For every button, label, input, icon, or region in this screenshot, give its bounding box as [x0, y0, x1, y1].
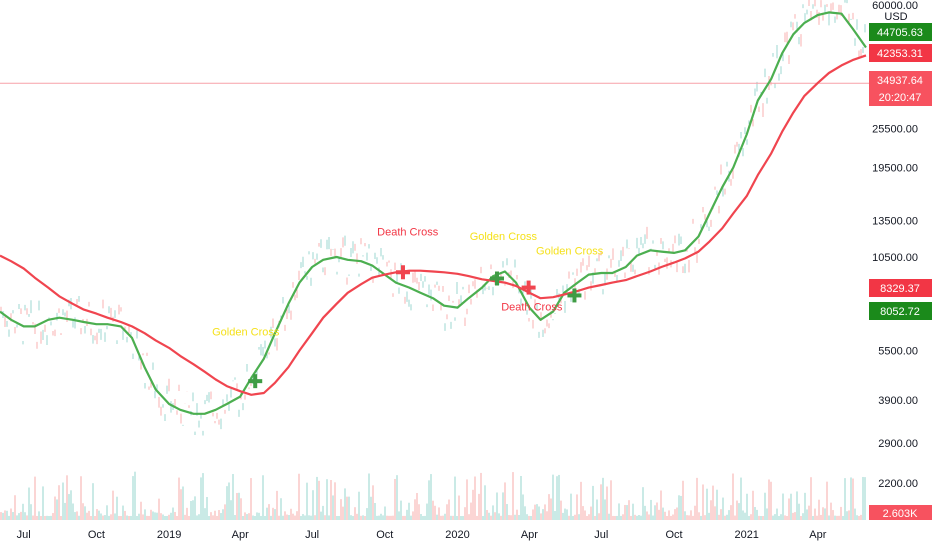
- price-tick-label: 2200.00: [878, 478, 918, 490]
- death-cross-marker: [521, 280, 536, 295]
- time-tick-label: 2020: [445, 529, 469, 541]
- price-badge-box: [869, 71, 932, 89]
- marker-bar-v: [572, 288, 577, 303]
- time-tick-label: 2021: [734, 529, 758, 541]
- price-tick-label: 10500.00: [872, 252, 918, 264]
- price-badge-label: 42353.31: [877, 48, 923, 60]
- time-tick-label: Apr: [809, 529, 826, 541]
- death-cross-label: Death Cross: [501, 302, 563, 314]
- price-badge: 42353.31: [869, 44, 932, 62]
- price-tick-label: 13500.00: [872, 216, 918, 228]
- time-tick-label: Oct: [376, 529, 393, 541]
- price-tick-label: 60000.00: [872, 0, 918, 12]
- death-cross-marker: [395, 265, 410, 280]
- moving-average-layer: [0, 11, 867, 415]
- time-tick-label: Apr: [232, 529, 249, 541]
- price-axis[interactable]: USD 60000.00 25500.00 19500.00 13500.00 1050…: [869, 0, 932, 520]
- price-badge: 8052.72: [869, 302, 932, 320]
- price-badge-label: 44705.63: [877, 27, 923, 39]
- volume-badge-label: 2.603K: [883, 508, 919, 520]
- price-badge-box: [869, 279, 932, 297]
- time-tick-label: Jul: [17, 529, 31, 541]
- golden-cross-label: Golden Cross: [470, 231, 538, 243]
- price-badge-box: [869, 302, 932, 320]
- price-badge-box: [869, 44, 932, 62]
- price-tick-label: 5500.00: [878, 346, 918, 358]
- price-badge: 44705.63: [869, 23, 932, 41]
- price-badge-label: 20:20:47: [879, 92, 922, 104]
- price-badge-box: [869, 23, 932, 41]
- marker-bar-v: [526, 280, 531, 295]
- golden-cross-label: Golden Cross: [212, 327, 280, 339]
- time-tick-label: Jul: [594, 529, 608, 541]
- time-tick-label: 2019: [157, 529, 181, 541]
- price-tick-label: 25500.00: [872, 124, 918, 136]
- price-badge-label: 8329.37: [880, 283, 920, 295]
- golden-cross-marker: [248, 374, 263, 389]
- currency-label: USD: [884, 11, 907, 23]
- time-tick-label: Apr: [521, 529, 538, 541]
- marker-bar-v: [400, 265, 405, 280]
- time-axis[interactable]: Jul Oct 2019 Apr Jul Oct 2020 Apr Jul Oct 2021 Apr: [0, 520, 932, 550]
- time-tick-label: Oct: [88, 529, 105, 541]
- golden-cross-marker: [567, 288, 582, 303]
- series-line-2: [0, 54, 867, 396]
- price-ticks: 60000.00 25500.00 19500.00 13500.00 10500.00…: [872, 0, 918, 490]
- price-badge-label: 34937.64: [877, 75, 923, 87]
- golden-cross-marker: [490, 271, 505, 286]
- price-badge-box: [869, 88, 932, 106]
- death-cross-label: Death Cross: [377, 226, 439, 238]
- price-badges: 44705.63 42353.31 34937.64 20:20:47 8329.37 8…: [869, 23, 932, 320]
- price-tick-label: 2900.00: [878, 438, 918, 450]
- time-tick-label: Jul: [305, 529, 319, 541]
- annotations-layer: Golden Cross Death Cross Golden Cross Death…: [212, 226, 604, 389]
- price-badge: 8329.37: [869, 279, 932, 297]
- price-badge-label: 8052.72: [880, 306, 920, 318]
- time-axis-background: [0, 520, 932, 550]
- time-ticks: Jul Oct 2019 Apr Jul Oct 2020 Apr Jul Oct 2021 Apr: [17, 529, 827, 541]
- volume-layer: [0, 471, 866, 520]
- volume-badge: [869, 505, 932, 520]
- series-line-1: [0, 11, 867, 415]
- price-tick-label: 3900.00: [878, 395, 918, 407]
- time-tick-label: Oct: [665, 529, 682, 541]
- marker-bar-v: [495, 271, 500, 286]
- price-tick-label: 19500.00: [872, 163, 918, 175]
- price-badge: 34937.64: [869, 71, 932, 89]
- marker-bar-v: [253, 374, 258, 389]
- price-badge: 20:20:47: [869, 88, 932, 106]
- golden-cross-label: Golden Cross: [536, 245, 604, 257]
